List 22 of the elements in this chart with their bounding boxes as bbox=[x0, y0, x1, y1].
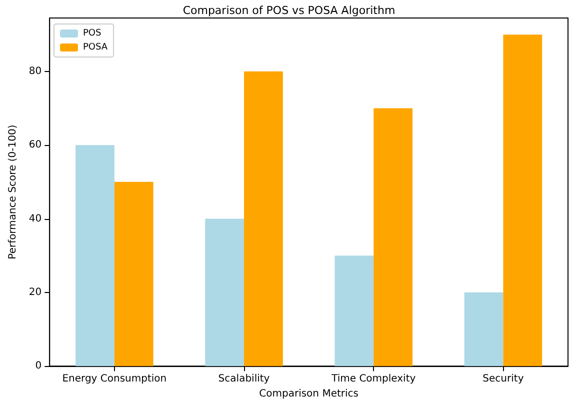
y-axis-title: Performance Score (0-100) bbox=[8, 124, 18, 260]
x-tick-label: Energy Consumption bbox=[62, 374, 167, 385]
y-tick-label: 0 bbox=[35, 360, 42, 372]
bar bbox=[205, 218, 244, 366]
x-axis-title: Comparison Metrics bbox=[259, 388, 358, 400]
x-tick-label: Scalability bbox=[218, 374, 270, 385]
bar bbox=[334, 256, 374, 366]
bar bbox=[244, 71, 283, 366]
legend-label: POSA bbox=[83, 42, 108, 52]
y-tick-label: 40 bbox=[28, 213, 42, 224]
y-tick-label: 80 bbox=[28, 66, 42, 77]
bar bbox=[76, 145, 114, 366]
legend-label: POS bbox=[83, 28, 102, 38]
x-tick-label: Time Complexity bbox=[330, 374, 416, 385]
bar bbox=[464, 292, 504, 366]
chart-title: Comparison of POS vs POSA Algorithm bbox=[182, 4, 396, 17]
y-tick-label: 60 bbox=[28, 140, 42, 151]
bar bbox=[374, 108, 412, 366]
bar bbox=[503, 34, 542, 366]
bar bbox=[114, 182, 154, 366]
x-tick-label: Security bbox=[482, 374, 524, 385]
y-tick-label: 20 bbox=[28, 286, 42, 298]
